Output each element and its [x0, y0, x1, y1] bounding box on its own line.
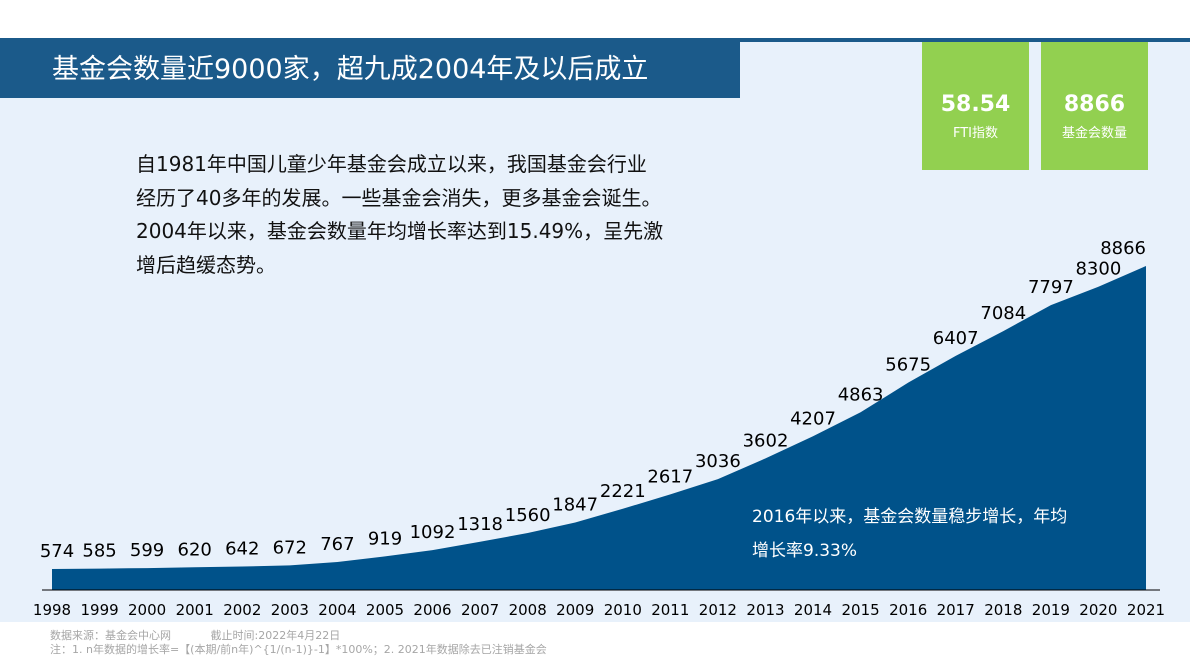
x-tick-label: 2011 [651, 601, 689, 619]
page-title: 基金会数量近9000家，超九成2004年及以后成立 [0, 42, 740, 98]
data-label: 7084 [980, 303, 1026, 324]
x-tick-label: 2009 [556, 601, 594, 619]
x-tick-label: 2021 [1127, 601, 1165, 619]
x-tick-label: 2005 [366, 601, 404, 619]
intro-line: 经历了40多年的发展。一些基金会消失，更多基金会诞生。 [136, 185, 662, 210]
kpi-count-label: 基金会数量 [1061, 126, 1127, 141]
data-label: 672 [273, 537, 307, 558]
data-label: 2617 [647, 466, 693, 487]
data-label: 574 [40, 541, 74, 562]
footer: 数据来源：基金会中心网 截止时间:2022年4月22日 注：1. n年数据的增长… [50, 629, 547, 657]
x-tick-label: 2020 [1079, 601, 1117, 619]
data-source: 数据来源：基金会中心网 [50, 629, 171, 642]
intro-line: 自1981年中国儿童少年基金会成立以来，我国基金会行业 [136, 152, 647, 176]
data-label: 7797 [1028, 277, 1074, 298]
data-label: 4863 [838, 384, 884, 405]
data-label: 642 [225, 539, 259, 560]
annotation-line: 增长率9.33% [752, 541, 858, 561]
area-series [52, 266, 1146, 590]
data-label: 1560 [505, 505, 551, 526]
data-label: 8866 [1100, 238, 1146, 259]
kpi-foundation-count: 8866 基金会数量 [1041, 42, 1148, 170]
data-label: 8300 [1075, 259, 1121, 280]
data-cutoff: 截止时间:2022年4月22日 [210, 629, 341, 642]
x-tick-label: 2007 [461, 601, 499, 619]
data-label: 5675 [885, 355, 931, 376]
footnote: 注：1. n年数据的增长率=【(本期/前n年)^{1/(n-1)}-1】*100… [50, 643, 547, 656]
x-tick-label: 2002 [223, 601, 261, 619]
x-tick-label: 2015 [842, 601, 880, 619]
x-tick-label: 2012 [699, 601, 737, 619]
data-label: 6407 [933, 328, 979, 349]
x-tick-label: 2006 [413, 601, 451, 619]
x-tick-label: 2016 [889, 601, 927, 619]
data-label: 1092 [410, 522, 456, 543]
x-tick-label: 2013 [746, 601, 784, 619]
data-label: 585 [82, 541, 116, 562]
data-label: 1847 [552, 495, 598, 516]
x-tick-label: 2014 [794, 601, 832, 619]
intro-line: 增后趋缓态势。 [136, 252, 276, 277]
data-label: 3602 [743, 430, 789, 451]
data-label: 4207 [790, 408, 836, 429]
x-tick-label: 2010 [604, 601, 642, 619]
x-tick-label: 2003 [271, 601, 309, 619]
data-label: 620 [178, 539, 212, 560]
kpi-count-value: 8866 [1063, 92, 1126, 117]
kpi-fti-label: FTI指数 [952, 126, 999, 141]
data-label: 3036 [695, 451, 741, 472]
x-tick-label: 2001 [176, 601, 214, 619]
kpi-fti-value: 58.54 [940, 92, 1011, 117]
x-tick-label: 2017 [937, 601, 975, 619]
data-label: 919 [368, 528, 402, 549]
intro-line: 2004年以来，基金会数量年均增长率达到15.49%，呈先激 [136, 219, 664, 243]
chart-annotation: 2016年以来，基金会数量稳步增长，年均 增长率9.33% [752, 500, 1132, 568]
x-tick-label: 2019 [1032, 601, 1070, 619]
top-rule [0, 38, 1190, 42]
x-tick-label: 1999 [81, 601, 119, 619]
data-label: 767 [320, 534, 354, 555]
x-tick-label: 2008 [509, 601, 547, 619]
x-tick-label: 2000 [128, 601, 166, 619]
intro-text: 自1981年中国儿童少年基金会成立以来，我国基金会行业 经历了40多年的发展。一… [136, 148, 756, 282]
x-tick-label: 2018 [984, 601, 1022, 619]
kpi-fti-index: 58.54 FTI指数 [922, 42, 1029, 170]
data-label: 599 [130, 540, 164, 561]
x-tick-label: 1998 [33, 601, 71, 619]
annotation-line: 2016年以来，基金会数量稳步增长，年均 [752, 507, 1068, 527]
data-label: 2221 [600, 481, 646, 502]
data-label: 1318 [457, 514, 503, 535]
x-tick-label: 2004 [318, 601, 356, 619]
